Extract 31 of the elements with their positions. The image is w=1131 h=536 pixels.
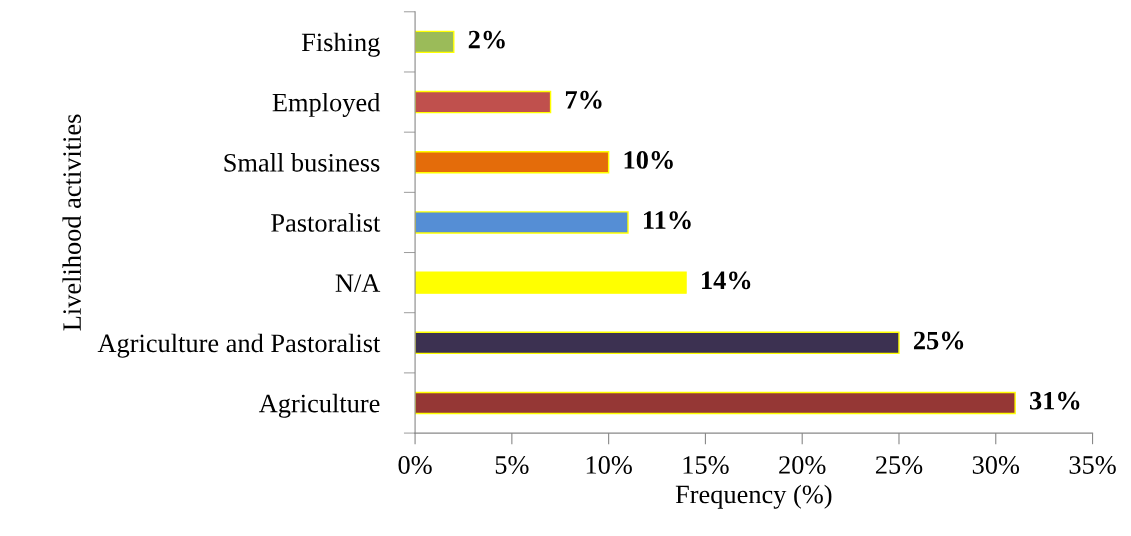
y-tick-label: Employed	[272, 92, 381, 117]
data-label: 10%	[624, 151, 673, 169]
bar	[415, 271, 687, 294]
x-axis-title: Frequency (%)	[675, 484, 832, 509]
x-tick-label: 25%	[875, 456, 923, 474]
y-tick-label: Fishing	[301, 32, 380, 57]
x-tick-label: 5%	[495, 456, 529, 474]
y-tick-label: N/A	[335, 274, 381, 293]
data-label: 14%	[702, 271, 751, 290]
bar	[415, 30, 455, 54]
x-tick-label: 15%	[683, 456, 729, 474]
y-axis-title: Livelihood activities	[62, 114, 81, 331]
x-tick-label: 30%	[972, 456, 1020, 474]
x-tick-label: 0%	[398, 456, 432, 474]
data-label: 31%	[1030, 391, 1080, 410]
x-tick-label: 10%	[586, 456, 632, 474]
y-tick-label: Agriculture	[258, 393, 380, 418]
bar	[415, 331, 900, 355]
y-tick-label: Agriculture and Pastoralist	[97, 333, 381, 358]
bar	[415, 391, 1016, 415]
data-label: 2%	[468, 30, 505, 49]
x-tick-label: 20%	[779, 456, 826, 474]
data-label: 7%	[565, 90, 602, 109]
bar	[415, 211, 629, 234]
data-label: 11%	[644, 211, 691, 230]
x-tick-label: 35%	[1069, 456, 1116, 474]
y-tick-label: Pastoralist	[271, 213, 381, 232]
data-label: 25%	[913, 331, 964, 350]
y-tick-label: Small business	[224, 153, 380, 172]
bar	[415, 90, 552, 114]
bar	[415, 151, 610, 174]
